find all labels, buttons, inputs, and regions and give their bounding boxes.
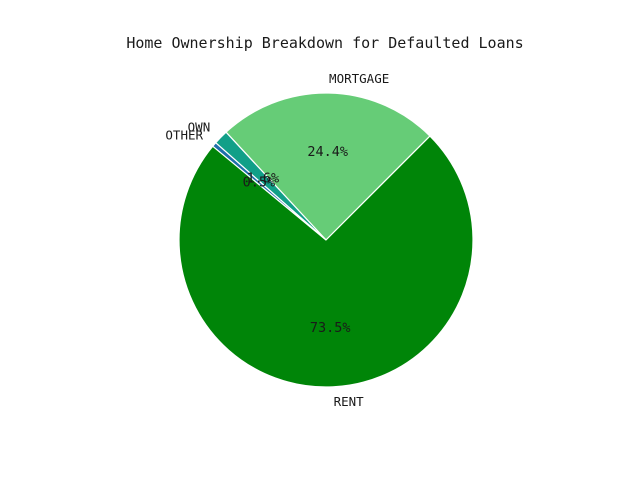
slice-percent-other: 0.5% bbox=[243, 175, 276, 191]
slice-percent-own: 1.6% bbox=[247, 170, 280, 186]
pie-slices bbox=[178, 92, 474, 388]
slice-percent-rent: 73.5% bbox=[310, 320, 351, 336]
slice-label-rent: RENT bbox=[334, 394, 365, 409]
pie-slice-mortgage bbox=[225, 92, 431, 241]
pie-slice-rent bbox=[178, 135, 474, 388]
chart-title: Home Ownership Breakdown for Defaulted L… bbox=[126, 34, 523, 52]
pie-labels: MORTGAGE 24.4% OWN 1.6% OTHER 0.5% RENT 73.5% bbox=[165, 71, 389, 409]
slice-label-mortgage: MORTGAGE bbox=[329, 71, 389, 86]
slice-percent-mortgage: 24.4% bbox=[307, 144, 348, 160]
slice-label-own: OWN bbox=[188, 120, 211, 135]
slice-label-other: OTHER bbox=[165, 127, 203, 142]
